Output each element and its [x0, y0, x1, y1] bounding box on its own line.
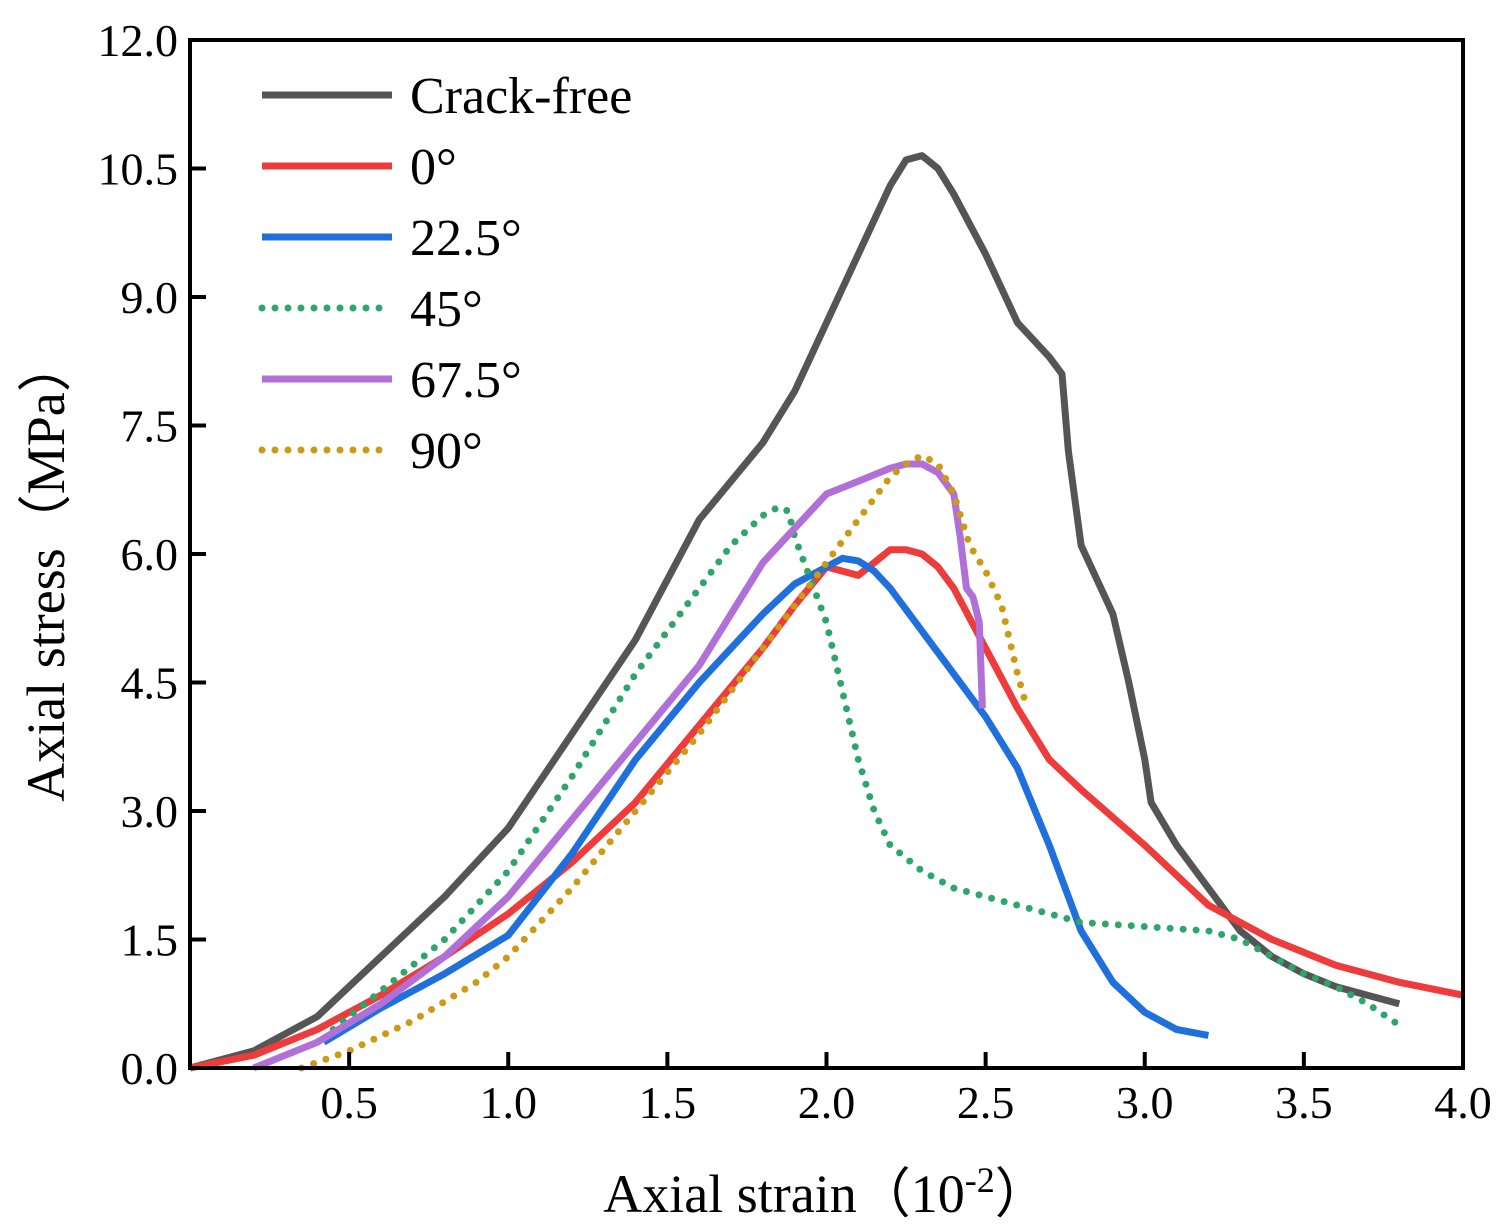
x-tick-label: 2.5 — [957, 1077, 1015, 1128]
y-tick-label: 3.0 — [121, 786, 179, 837]
plot-frame — [188, 38, 1465, 1070]
y-tick-label: 12.0 — [98, 15, 179, 66]
legend-label-6: 90° — [410, 423, 483, 480]
x-tick-label: 1.5 — [639, 1077, 697, 1128]
y-tick-label: 0.0 — [121, 1043, 179, 1094]
series-line-5 — [252, 460, 986, 1072]
x-tick-label: 1.0 — [480, 1077, 538, 1128]
x-tick-label: 0.5 — [320, 1077, 378, 1128]
x-tick-label: 3.5 — [1275, 1077, 1333, 1128]
curves-layer — [189, 152, 1464, 1072]
x-axis-title-end: ） — [995, 1164, 1049, 1224]
legend-label-5: 67.5° — [410, 352, 522, 409]
series-line-6 — [297, 452, 1031, 1072]
legend-label-3: 22.5° — [410, 210, 522, 267]
series-line-3 — [321, 554, 1210, 1046]
x-axis-title-sup: -2 — [965, 1160, 995, 1200]
x-axis-title: Axial strain（10-2） — [603, 1160, 1048, 1224]
ticks-layer: 0.5 1.0 1.5 2.0 2.5 3.0 3.5 4.0 0.0 1.5 3.0 4.5 6.0 7… — [98, 15, 1492, 1128]
legend: Crack-free 0° 22.5° 45° 67.5° 90° — [258, 68, 632, 480]
y-tick-label: 6.0 — [121, 529, 179, 580]
series-line-1 — [189, 152, 1401, 1072]
series-line-2 — [189, 546, 1464, 1072]
y-tick-label: 9.0 — [121, 272, 179, 323]
x-tick-label: 3.0 — [1116, 1077, 1174, 1128]
legend-label-2: 0° — [410, 139, 457, 196]
y-tick-label: 1.5 — [121, 915, 179, 966]
y-tick-label: 10.5 — [98, 144, 179, 195]
legend-label-4: 45° — [410, 281, 483, 338]
x-axis-title-main: Axial strain（10 — [603, 1164, 964, 1224]
series-line-4 — [329, 503, 1403, 1033]
y-tick-label: 4.5 — [121, 658, 179, 709]
x-tick-label: 2.0 — [798, 1077, 856, 1128]
y-axis-title: Axial stress（MPa） — [16, 338, 76, 801]
y-tick-label: 7.5 — [121, 401, 179, 452]
legend-label-1: Crack-free — [410, 68, 632, 125]
x-tick-label: 4.0 — [1434, 1077, 1492, 1128]
